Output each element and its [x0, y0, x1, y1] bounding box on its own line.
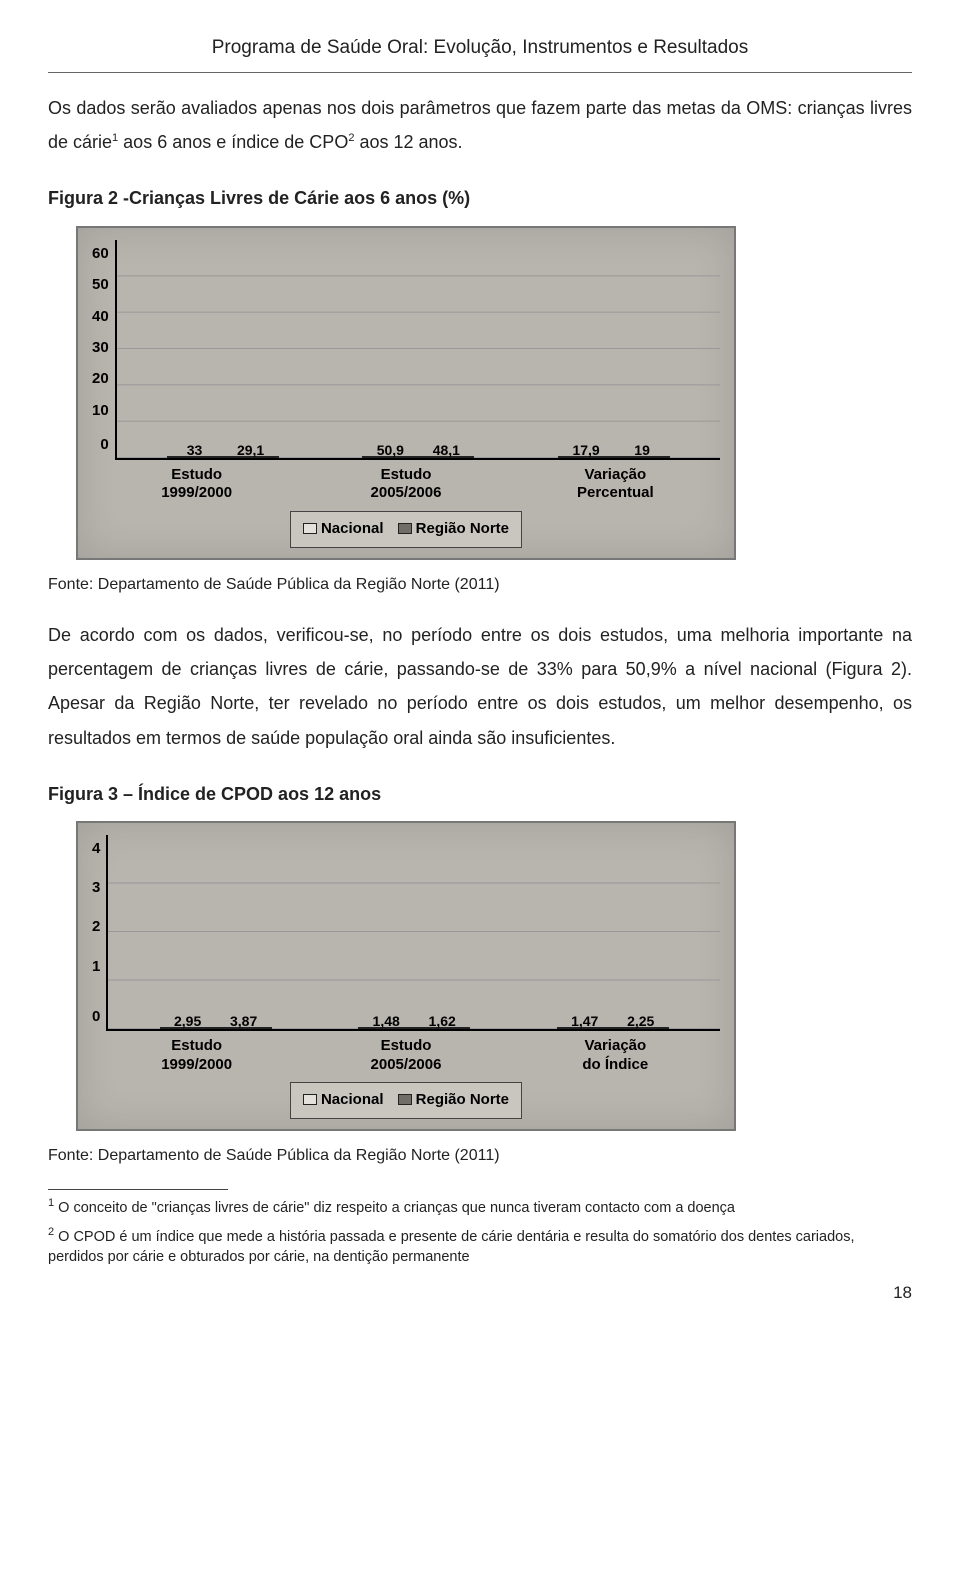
bar-value: 17,9 — [572, 437, 599, 464]
footnote-2-text: O CPOD é um índice que mede a história p… — [48, 1228, 855, 1264]
legend-label: Nacional — [321, 1091, 384, 1108]
legend-swatch-dark — [398, 523, 412, 534]
figure2-chart: 60 50 40 30 20 10 0 33 29,1 5 — [76, 226, 736, 560]
figure3-plot-area: 2,95 3,87 1,48 1,62 1,47 — [106, 835, 720, 1031]
x-label: Estudo 1999/2000 — [93, 466, 300, 504]
footnote-1: 1 O conceito de "crianças livres de cári… — [48, 1196, 912, 1218]
x-label: Variação Percentual — [512, 466, 719, 504]
ytick: 20 — [92, 365, 109, 396]
figure2-group-2: 17,9 19 — [558, 456, 670, 458]
bar-value: 2,95 — [174, 1008, 201, 1035]
figure2-y-axis: 60 50 40 30 20 10 0 — [92, 240, 115, 460]
intro-text-3: aos 12 anos. — [354, 132, 462, 152]
ytick: 0 — [92, 428, 109, 459]
bar-value: 1,62 — [429, 1008, 456, 1035]
figure3-group-1: 1,48 1,62 — [358, 1027, 470, 1029]
figure3-bar-norte-1: 1,62 — [414, 1027, 470, 1029]
bar-value: 33 — [187, 437, 203, 464]
figure2-bar-nacional-2: 17,9 — [558, 456, 614, 458]
figure2-group-0: 33 29,1 — [167, 456, 279, 458]
x-label: Estudo 2005/2006 — [302, 466, 509, 504]
running-title: Programa de Saúde Oral: Evolução, Instru… — [48, 30, 912, 66]
bar-value: 19 — [634, 437, 650, 464]
figure3-bar-nacional-0: 2,95 — [160, 1027, 216, 1029]
figure3-x-labels: Estudo 1999/2000 Estudo 2005/2006 Variaç… — [92, 1037, 720, 1075]
figure2-group-1: 50,9 48,1 — [362, 456, 474, 458]
ytick: 60 — [92, 240, 109, 271]
ytick: 2 — [92, 913, 100, 952]
figure2-plot-area: 33 29,1 50,9 48,1 17,9 — [115, 240, 720, 460]
footnote-1-text: O conceito de "crianças livres de cárie"… — [54, 1200, 735, 1216]
figure2-bar-nacional-0: 33 — [167, 456, 223, 458]
figure3-bar-nacional-1: 1,48 — [358, 1027, 414, 1029]
figure2-bar-nacional-1: 50,9 — [362, 456, 418, 458]
figure3-source: Fonte: Departamento de Saúde Pública da … — [48, 1141, 912, 1171]
ytick: 40 — [92, 303, 109, 334]
bar-value: 1,48 — [373, 1008, 400, 1035]
body-paragraph-2: De acordo com os dados, verificou-se, no… — [48, 618, 912, 755]
ytick: 3 — [92, 874, 100, 913]
footnote-rule — [48, 1189, 228, 1190]
x-label: Estudo 1999/2000 — [93, 1037, 300, 1075]
figure2-bar-norte-2: 19 — [614, 456, 670, 458]
header-rule — [48, 72, 912, 73]
page-number: 18 — [48, 1277, 912, 1309]
figure3-caption: Figura 3 – Índice de CPOD aos 12 anos — [48, 777, 912, 811]
bar-value: 50,9 — [377, 437, 404, 464]
figure3-y-axis: 4 3 2 1 0 — [92, 835, 106, 1031]
ytick: 1 — [92, 953, 100, 992]
ytick: 50 — [92, 271, 109, 302]
figure3-group-2: 1,47 2,25 — [557, 1027, 669, 1029]
figure2-x-labels: Estudo 1999/2000 Estudo 2005/2006 Variaç… — [92, 466, 720, 504]
figure3-legend: Nacional Região Norte — [290, 1082, 522, 1119]
intro-text-2: aos 6 anos e índice de CPO — [118, 132, 348, 152]
figure3-chart: 4 3 2 1 0 2,95 3,87 1,48 — [76, 821, 736, 1131]
ytick: 10 — [92, 397, 109, 428]
legend-label: Nacional — [321, 520, 384, 537]
figure3-bar-norte-2: 2,25 — [613, 1027, 669, 1029]
x-label: Estudo 2005/2006 — [302, 1037, 509, 1075]
figure3-bar-norte-0: 3,87 — [216, 1027, 272, 1029]
bar-value: 2,25 — [627, 1008, 654, 1035]
legend-label: Região Norte — [416, 520, 509, 537]
footnote-2: 2 O CPOD é um índice que mede a história… — [48, 1225, 912, 1267]
legend-label: Região Norte — [416, 1091, 509, 1108]
x-label: Variação do Índice — [512, 1037, 719, 1075]
bar-value: 1,47 — [571, 1008, 598, 1035]
figure2-bar-norte-1: 48,1 — [418, 456, 474, 458]
figure3-group-0: 2,95 3,87 — [160, 1027, 272, 1029]
bar-value: 48,1 — [433, 437, 460, 464]
legend-swatch-light — [303, 1094, 317, 1105]
figure2-legend: Nacional Região Norte — [290, 511, 522, 548]
figure2-bar-norte-0: 29,1 — [223, 456, 279, 458]
ytick: 0 — [92, 992, 100, 1031]
figure3-bar-nacional-2: 1,47 — [557, 1027, 613, 1029]
legend-swatch-dark — [398, 1094, 412, 1105]
bar-value: 3,87 — [230, 1008, 257, 1035]
intro-paragraph: Os dados serão avaliados apenas nos dois… — [48, 91, 912, 159]
figure2-source: Fonte: Departamento de Saúde Pública da … — [48, 570, 912, 600]
figure2-caption: Figura 2 -Crianças Livres de Cárie aos 6… — [48, 181, 912, 215]
ytick: 4 — [92, 835, 100, 874]
bar-value: 29,1 — [237, 437, 264, 464]
legend-swatch-light — [303, 523, 317, 534]
ytick: 30 — [92, 334, 109, 365]
